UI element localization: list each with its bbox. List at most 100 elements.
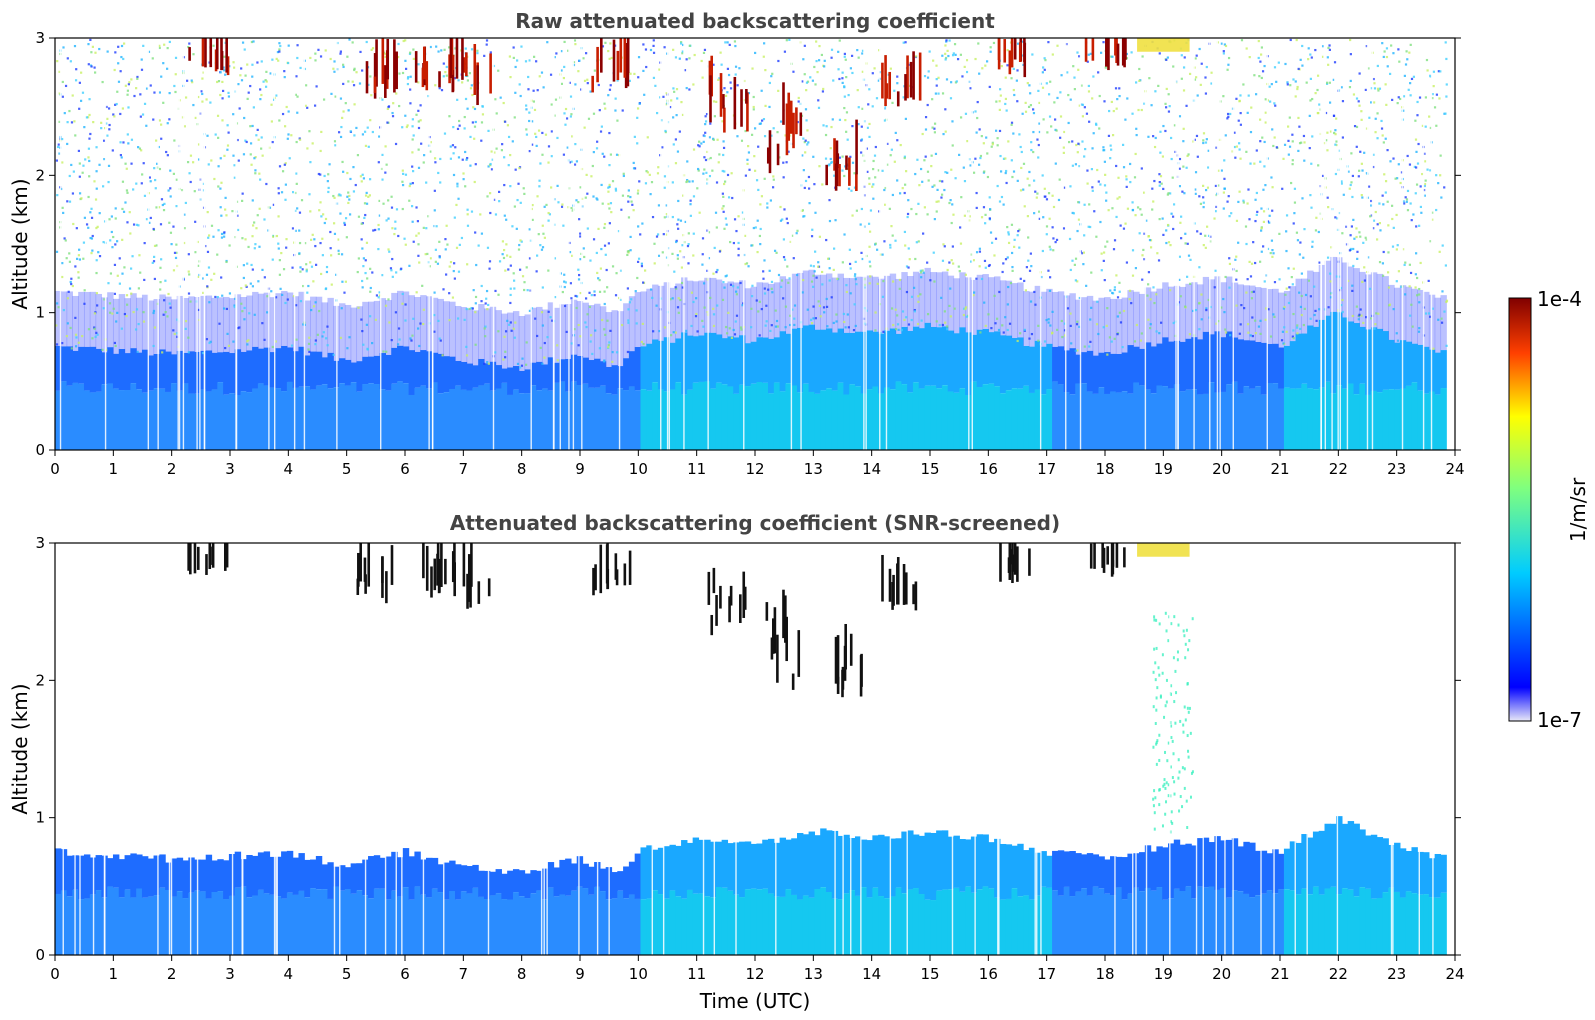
- noise-speck: [419, 119, 422, 122]
- noise-speck: [1377, 89, 1380, 92]
- noise-speck: [739, 326, 743, 329]
- noise-speck: [1254, 219, 1257, 223]
- noise-speck: [322, 331, 325, 334]
- noise-speck: [1246, 202, 1249, 205]
- noise-speck: [838, 39, 841, 42]
- noise-speck: [113, 68, 116, 72]
- noise-speck: [226, 332, 229, 335]
- noise-speck: [681, 244, 684, 247]
- noise-speck: [903, 230, 907, 234]
- noise-speck: [188, 172, 191, 175]
- noise-speck: [89, 38, 92, 42]
- noise-cell: [1179, 286, 1186, 342]
- noise-speck: [863, 120, 866, 123]
- bl-upper-cell: [866, 330, 873, 390]
- noise-speck: [445, 224, 448, 227]
- bl-upper-cell: [1092, 355, 1100, 394]
- noise-speck: [1325, 81, 1329, 84]
- noise-speck: [592, 112, 596, 115]
- noise-speck: [1165, 241, 1168, 245]
- bl-upper-cell: [518, 370, 526, 394]
- noise-speck: [1148, 77, 1151, 80]
- noise-speck: [565, 330, 568, 334]
- noise-speck: [550, 103, 553, 106]
- noise-speck: [626, 287, 629, 290]
- bl-upper-cell: [1225, 331, 1233, 385]
- bl-lower-cell: [1139, 385, 1146, 450]
- noise-speck: [305, 268, 308, 271]
- noise-speck: [1182, 66, 1186, 69]
- noise-speck: [460, 236, 464, 240]
- noise-speck: [881, 253, 884, 256]
- bl-lower-cell: [1063, 392, 1071, 450]
- noise-speck: [685, 329, 688, 332]
- noise-speck: [1223, 187, 1226, 190]
- noise-speck: [782, 176, 785, 179]
- noise-speck: [812, 274, 815, 277]
- noise-speck: [75, 336, 78, 339]
- bl-upper-cell: [1133, 346, 1140, 383]
- noise-speck: [1444, 264, 1447, 267]
- noise-speck: [1301, 44, 1304, 48]
- missing-profile-gap: [743, 38, 745, 450]
- noise-speck: [822, 124, 825, 127]
- noise-speck: [525, 363, 528, 366]
- noise-speck: [1286, 83, 1289, 86]
- noise-speck: [712, 138, 715, 141]
- noise-speck: [1397, 270, 1401, 273]
- noise-speck: [564, 123, 567, 126]
- noise-speck: [451, 296, 455, 299]
- noise-cell: [478, 304, 485, 359]
- noise-speck: [94, 51, 97, 54]
- noise-speck: [1347, 170, 1350, 173]
- noise-speck: [351, 80, 354, 83]
- noise-speck: [55, 159, 59, 162]
- noise-cell: [298, 291, 305, 347]
- noise-speck: [332, 222, 336, 225]
- noise-speck: [767, 288, 770, 291]
- noise-speck: [924, 116, 928, 119]
- noise-speck: [679, 250, 682, 253]
- noise-speck: [1387, 286, 1391, 289]
- noise-speck: [505, 243, 508, 246]
- noise-speck: [779, 120, 783, 123]
- noise-speck: [606, 286, 609, 289]
- noise-speck: [1374, 323, 1377, 326]
- noise-speck: [122, 57, 125, 61]
- noise-speck: [129, 267, 133, 270]
- noise-speck: [107, 180, 110, 184]
- noise-speck: [116, 90, 119, 93]
- bl-lower-cell: [599, 385, 607, 450]
- noise-speck: [1311, 135, 1314, 138]
- noise-speck: [1329, 280, 1332, 283]
- noise-speck: [225, 307, 228, 311]
- noise-speck: [1334, 133, 1337, 136]
- noise-speck: [603, 244, 607, 247]
- noise-speck: [782, 297, 785, 300]
- noise-speck: [951, 203, 954, 206]
- noise-speck: [168, 118, 171, 121]
- noise-speck: [1426, 69, 1429, 72]
- noise-speck: [385, 219, 388, 222]
- noise-speck: [221, 119, 224, 122]
- noise-speck: [608, 131, 611, 135]
- noise-speck: [832, 321, 835, 325]
- noise-speck: [489, 192, 492, 195]
- noise-speck: [667, 121, 670, 124]
- bl-upper-cell: [373, 355, 381, 385]
- noise-speck: [1113, 286, 1117, 289]
- noise-speck: [1178, 278, 1181, 281]
- bl-upper-cell: [611, 365, 618, 395]
- noise-speck: [813, 183, 816, 186]
- noise-speck: [416, 220, 420, 223]
- noise-speck: [861, 52, 864, 55]
- noise-speck: [1083, 345, 1086, 348]
- noise-speck: [527, 75, 530, 79]
- noise-speck: [1278, 232, 1281, 235]
- noise-speck: [848, 262, 852, 266]
- noise-speck: [1332, 114, 1335, 117]
- noise-speck: [1102, 259, 1105, 262]
- noise-speck: [712, 324, 716, 328]
- noise-speck: [1224, 275, 1227, 279]
- bl-lower-cell: [1423, 393, 1430, 450]
